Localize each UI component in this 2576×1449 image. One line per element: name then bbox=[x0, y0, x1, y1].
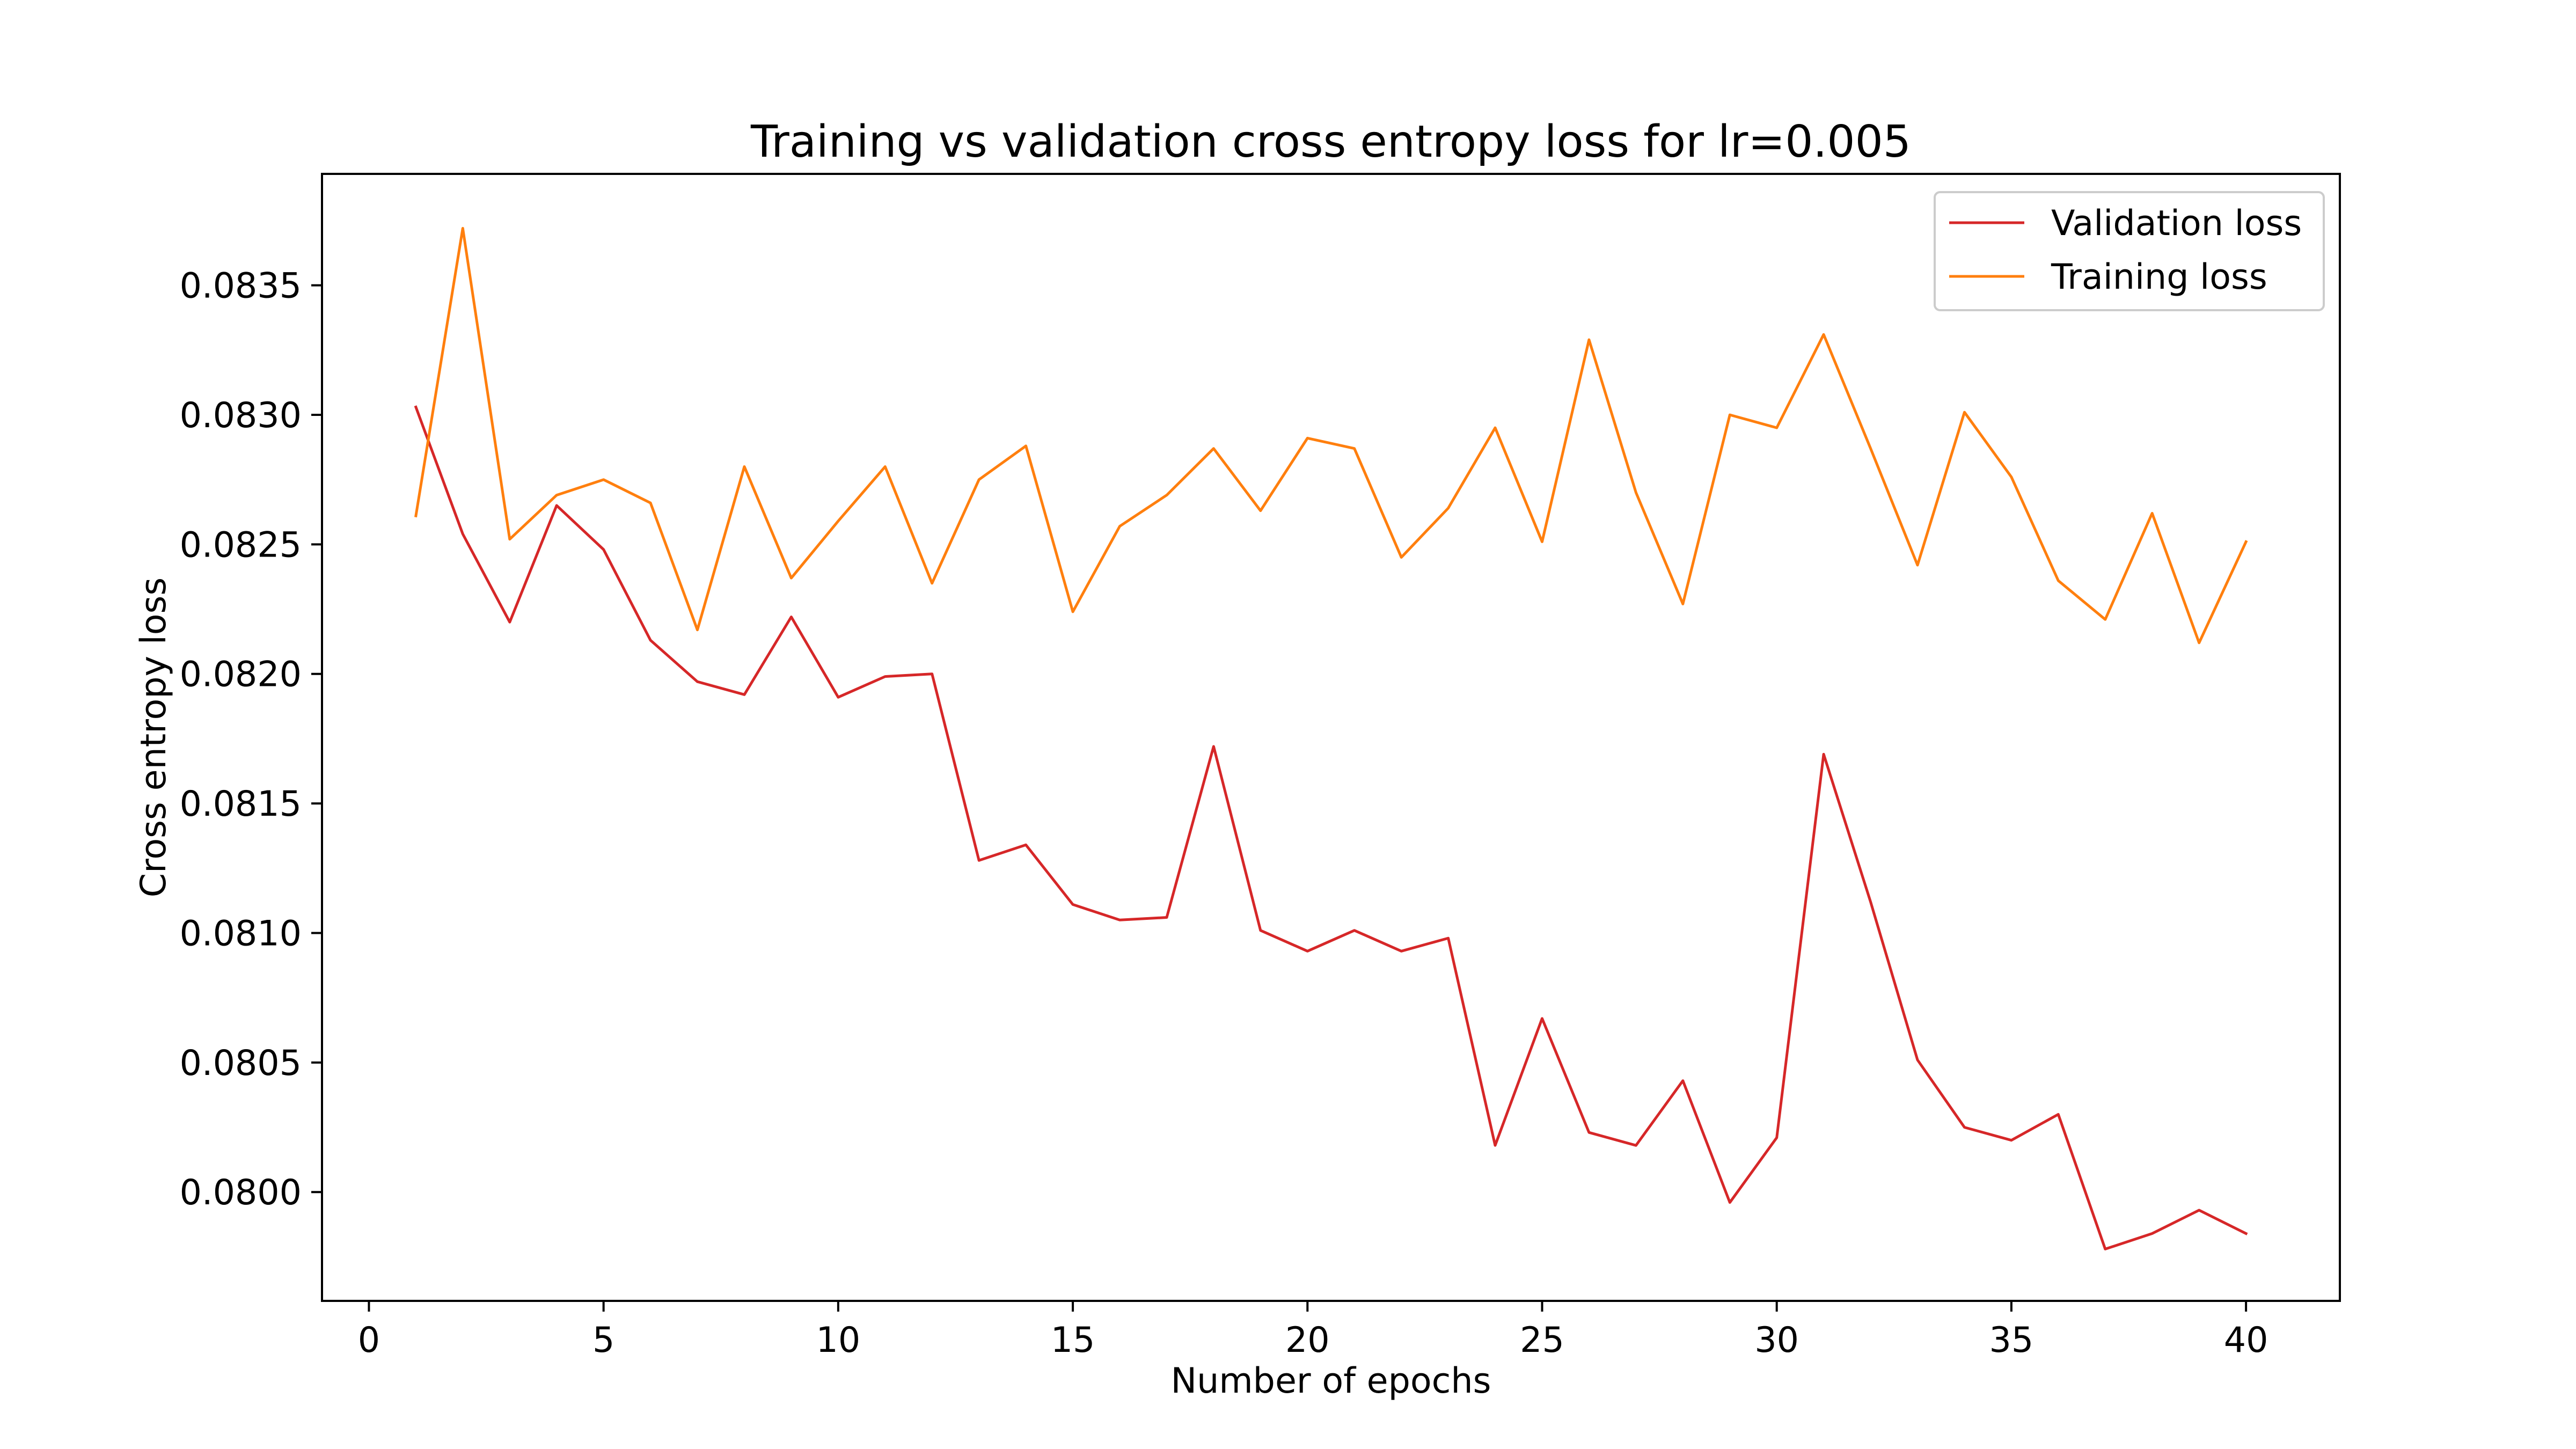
series-line-validation bbox=[414, 405, 2248, 1250]
y-axis-label: Cross entropy loss bbox=[134, 577, 174, 898]
series-lines bbox=[414, 226, 2248, 1250]
y-tick-label: 0.0800 bbox=[180, 1173, 302, 1213]
x-axis-label: Number of epochs bbox=[1171, 1361, 1491, 1401]
x-tick-label: 40 bbox=[2224, 1320, 2268, 1360]
x-tick-label: 5 bbox=[592, 1320, 614, 1360]
chart-title: Training vs validation cross entropy los… bbox=[750, 116, 1911, 167]
legend-label-validation: Validation loss bbox=[2051, 203, 2302, 244]
x-tick-label: 20 bbox=[1285, 1320, 1330, 1360]
x-tick-label: 30 bbox=[1754, 1320, 1799, 1360]
y-tick-label: 0.0825 bbox=[180, 525, 302, 565]
legend: Validation loss Training loss bbox=[1934, 191, 2325, 311]
x-axis-ticks: 0 5 10 15 20 25 30 35 40 bbox=[358, 1301, 2268, 1360]
y-tick-label: 0.0820 bbox=[180, 655, 302, 695]
x-tick-label: 10 bbox=[816, 1320, 861, 1360]
legend-box bbox=[1934, 191, 2325, 311]
x-tick-label: 25 bbox=[1520, 1320, 1564, 1360]
y-tick-label: 0.0835 bbox=[180, 266, 302, 306]
y-tick-label: 0.0810 bbox=[180, 913, 302, 954]
x-tick-label: 35 bbox=[1989, 1320, 2034, 1360]
y-axis-ticks: 0.0800 0.0805 0.0810 0.0815 0.0820 0.0825 0.08… bbox=[180, 266, 322, 1213]
plot-frame bbox=[321, 173, 2341, 1302]
x-tick-label: 0 bbox=[358, 1320, 380, 1360]
legend-label-training: Training loss bbox=[2051, 257, 2267, 297]
y-tick-label: 0.0805 bbox=[180, 1043, 302, 1084]
y-tick-label: 0.0815 bbox=[180, 784, 302, 824]
y-tick-label: 0.0830 bbox=[180, 396, 302, 436]
x-tick-label: 15 bbox=[1051, 1320, 1095, 1360]
series-line-training bbox=[414, 226, 2248, 645]
